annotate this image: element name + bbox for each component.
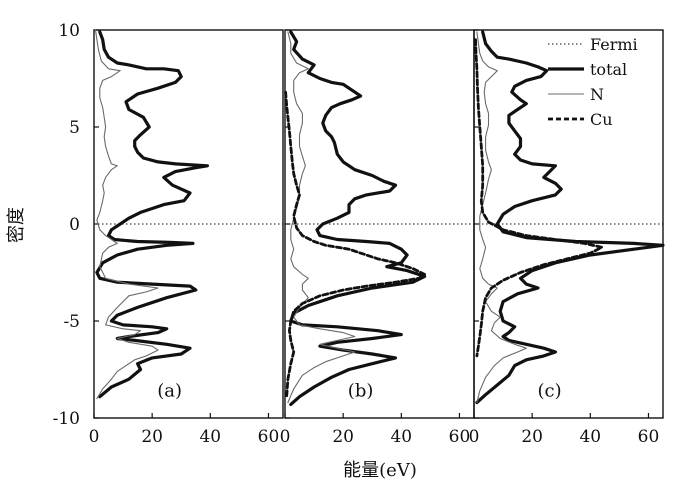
x-tick-label: 0 xyxy=(469,427,480,447)
x-tick-label: 20 xyxy=(141,427,163,447)
series-total-line xyxy=(475,30,665,405)
legend-label-fermi: Fermi xyxy=(590,35,638,54)
x-tick-label: 40 xyxy=(390,427,412,447)
x-axis-label: 能量(eV) xyxy=(343,460,417,481)
x-tick-label: 20 xyxy=(521,427,543,447)
legend-label-total: total xyxy=(590,60,627,79)
x-tick-label: 0 xyxy=(89,427,100,447)
y-axis-label: 密度 xyxy=(6,207,27,243)
y-tick-label: 0 xyxy=(69,215,80,235)
panel-c: 0 20 40 60 (c) xyxy=(469,29,665,447)
panel-label: (a) xyxy=(157,381,182,402)
series-n-line xyxy=(287,31,356,404)
x-tick-label: 60 xyxy=(258,427,280,447)
legend-label-cu: Cu xyxy=(590,110,613,129)
series-n-line xyxy=(476,31,527,404)
x-tick-label: 20 xyxy=(332,427,354,447)
x-tick-label: 0 xyxy=(280,427,291,447)
series-n-line xyxy=(94,29,159,400)
legend: Fermi total N Cu xyxy=(548,35,638,129)
panels-layer: -10 -5 0 5 10 0 20 40 60 (a) 0 20 40 60 (b) 0 20 40 60 (c) xyxy=(53,21,665,447)
x-tick-label: 40 xyxy=(579,427,601,447)
x-tick-label: 60 xyxy=(449,427,471,447)
y-tick-label: -10 xyxy=(53,409,80,429)
series-total-line xyxy=(289,30,427,406)
legend-label-n: N xyxy=(590,85,604,104)
panel-b: 0 20 40 60 (b) xyxy=(280,29,475,447)
panel-label: (b) xyxy=(348,381,374,402)
x-tick-label: 40 xyxy=(199,427,221,447)
y-tick-label: 10 xyxy=(58,21,80,41)
y-tick-label: 5 xyxy=(69,118,80,138)
y-tick-label: -5 xyxy=(63,312,80,332)
series-total-line xyxy=(95,30,209,399)
panel-label: (c) xyxy=(538,381,562,402)
series-cu-line xyxy=(284,90,426,400)
series-cu-line xyxy=(474,38,604,358)
panel-a: -10 -5 0 5 10 0 20 40 60 (a) xyxy=(53,21,284,447)
x-tick-label: 60 xyxy=(638,427,660,447)
